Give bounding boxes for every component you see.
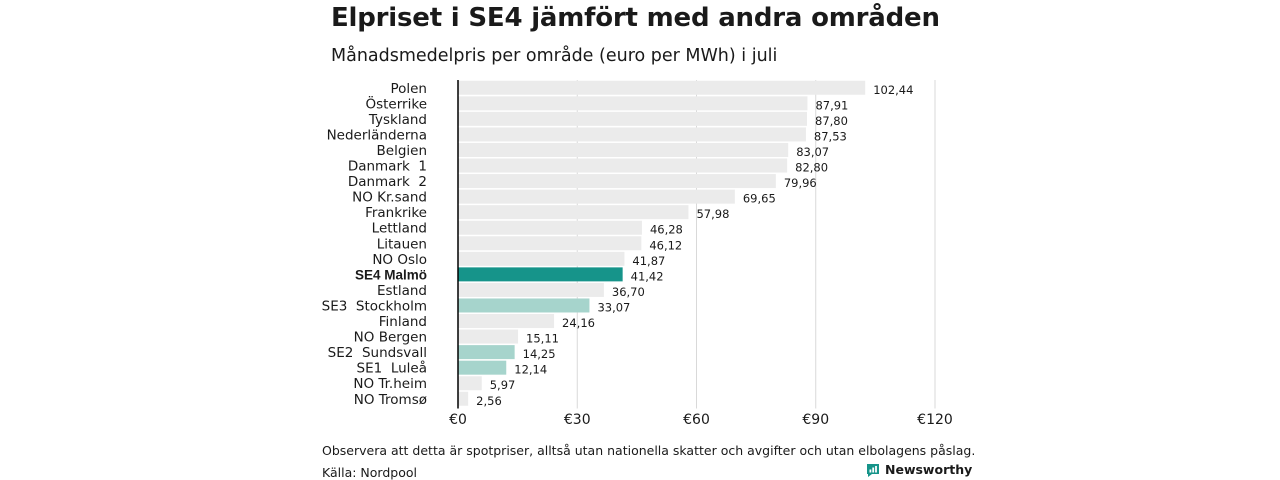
value-label: 46,12 [649, 238, 682, 252]
category-label: NO Bergen [354, 330, 427, 346]
value-label: 83,07 [796, 145, 829, 159]
value-label: 87,91 [815, 98, 848, 112]
category-label: Litauen [377, 236, 427, 252]
chart-subtitle: Månadsmedelpris per område (euro per MWh… [331, 46, 778, 66]
value-label: 14,25 [523, 347, 556, 361]
category-label: Danmark 2 [348, 174, 427, 190]
x-tick-label: €90 [802, 412, 829, 428]
category-label: SE4 Malmö [355, 267, 427, 282]
bar [458, 391, 469, 406]
category-label: Österrike [365, 94, 427, 112]
category-label: Frankrike [365, 205, 427, 221]
value-label: 12,14 [514, 363, 547, 377]
bars [458, 80, 866, 406]
value-label: 41,87 [632, 254, 665, 268]
x-tick-label: €30 [564, 412, 591, 428]
bar [458, 189, 735, 204]
category-labels: PolenÖsterrikeTysklandNederländernaBelgi… [322, 81, 427, 408]
bar [458, 267, 623, 282]
bar [458, 376, 482, 391]
value-label: 57,98 [696, 207, 729, 221]
value-label: 24,16 [562, 316, 595, 330]
value-label: 79,96 [784, 176, 817, 190]
bar [458, 96, 808, 111]
category-label: SE1 Luleå [357, 360, 427, 377]
value-label: 41,42 [631, 269, 664, 283]
category-label: SE3 Stockholm [322, 298, 427, 314]
category-label: Estland [377, 283, 427, 299]
category-label: Finland [379, 314, 427, 330]
value-label: 87,53 [814, 129, 847, 143]
bar [458, 220, 642, 235]
value-label: 15,11 [526, 332, 559, 346]
bar [458, 251, 625, 266]
category-label: Danmark 1 [348, 159, 427, 175]
footnote: Observera att detta är spotpriser, allts… [322, 443, 976, 458]
category-label: Tyskland [368, 112, 427, 128]
bar [458, 329, 519, 344]
bar [458, 360, 507, 375]
category-label: NO Kr.sand [352, 190, 427, 206]
bar [458, 142, 789, 157]
x-tick-label: €60 [683, 412, 710, 428]
brand-name: Newsworthy [885, 462, 973, 477]
source-note: Källa: Nordpool [322, 465, 417, 480]
bar [458, 314, 555, 329]
value-label: 36,70 [612, 285, 645, 299]
value-label: 46,28 [650, 223, 683, 237]
bar [458, 345, 515, 360]
value-label: 102,44 [873, 83, 913, 97]
category-label: NO Tr.heim [353, 376, 427, 392]
value-label: 87,80 [815, 114, 848, 128]
value-label: 2,56 [476, 394, 502, 408]
x-axis-ticks: €0 €30 €60 €90 €120 [449, 412, 953, 428]
x-tick-label: €0 [449, 412, 467, 428]
value-label: 82,80 [795, 161, 828, 175]
bar [458, 111, 808, 126]
chart-title: Elpriset i SE4 jämfört med andra områden [331, 3, 940, 33]
category-label: NO Oslo [372, 252, 427, 268]
category-label: SE2 Sundsvall [328, 345, 427, 361]
bar [458, 80, 866, 95]
category-label: Polen [390, 81, 427, 97]
bar [458, 174, 776, 189]
bar [458, 298, 590, 313]
category-label: Lettland [372, 221, 427, 237]
brand-logo: Newsworthy [866, 462, 972, 477]
bar [458, 205, 689, 220]
newsworthy-logo-icon [867, 463, 879, 477]
bar [458, 158, 788, 173]
x-tick-label: €120 [917, 412, 953, 428]
category-label: Belgien [377, 143, 428, 159]
bar [458, 236, 642, 251]
bar [458, 127, 806, 142]
value-label: 33,07 [597, 300, 630, 314]
category-label: NO Tromsø [354, 392, 427, 408]
category-label: Nederländerna [327, 127, 427, 143]
value-label: 69,65 [743, 192, 776, 206]
bar [458, 282, 604, 297]
value-label: 5,97 [490, 378, 516, 392]
